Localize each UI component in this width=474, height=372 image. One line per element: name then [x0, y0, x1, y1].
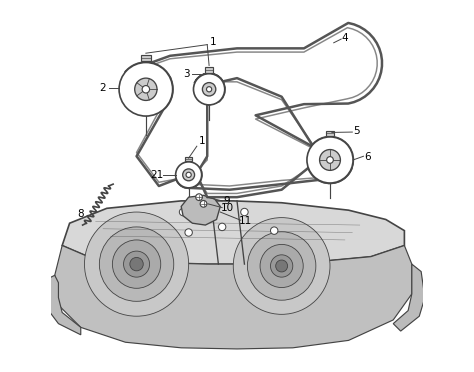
Circle shape [124, 251, 150, 277]
Circle shape [112, 240, 161, 288]
Polygon shape [181, 195, 220, 225]
Circle shape [186, 172, 191, 177]
Circle shape [327, 157, 333, 163]
Circle shape [271, 255, 293, 277]
Text: 8: 8 [77, 209, 84, 219]
Circle shape [196, 194, 202, 201]
Bar [141, 55, 151, 61]
Polygon shape [55, 246, 412, 349]
Text: 21: 21 [150, 170, 163, 180]
Circle shape [84, 212, 189, 316]
Circle shape [100, 227, 174, 301]
Circle shape [142, 86, 150, 93]
Bar [326, 131, 334, 136]
Circle shape [119, 62, 173, 116]
Text: 4: 4 [342, 33, 348, 43]
Circle shape [193, 74, 225, 105]
Circle shape [260, 244, 303, 288]
Circle shape [233, 218, 330, 314]
Bar [205, 67, 213, 73]
Circle shape [219, 223, 226, 231]
Polygon shape [47, 275, 81, 335]
Text: 3: 3 [182, 70, 189, 79]
Text: 2: 2 [99, 83, 106, 93]
Circle shape [185, 229, 192, 236]
Text: 1: 1 [210, 37, 216, 46]
Circle shape [271, 227, 278, 234]
Circle shape [276, 260, 288, 272]
Circle shape [241, 208, 248, 216]
Text: 10: 10 [221, 203, 234, 213]
Text: 1: 1 [198, 137, 205, 146]
Polygon shape [62, 201, 404, 264]
Text: 6: 6 [365, 152, 371, 162]
Circle shape [202, 83, 216, 96]
Polygon shape [393, 264, 425, 331]
Circle shape [130, 257, 143, 271]
Circle shape [182, 169, 195, 181]
Circle shape [207, 87, 212, 92]
Circle shape [179, 208, 187, 216]
Circle shape [135, 78, 157, 100]
Bar [185, 157, 192, 161]
Circle shape [176, 162, 201, 188]
Circle shape [200, 201, 207, 207]
Circle shape [307, 137, 353, 183]
Text: 9: 9 [223, 196, 230, 206]
Circle shape [319, 150, 340, 170]
Text: 11: 11 [238, 217, 252, 226]
Circle shape [247, 232, 316, 300]
Text: 5: 5 [354, 126, 360, 136]
